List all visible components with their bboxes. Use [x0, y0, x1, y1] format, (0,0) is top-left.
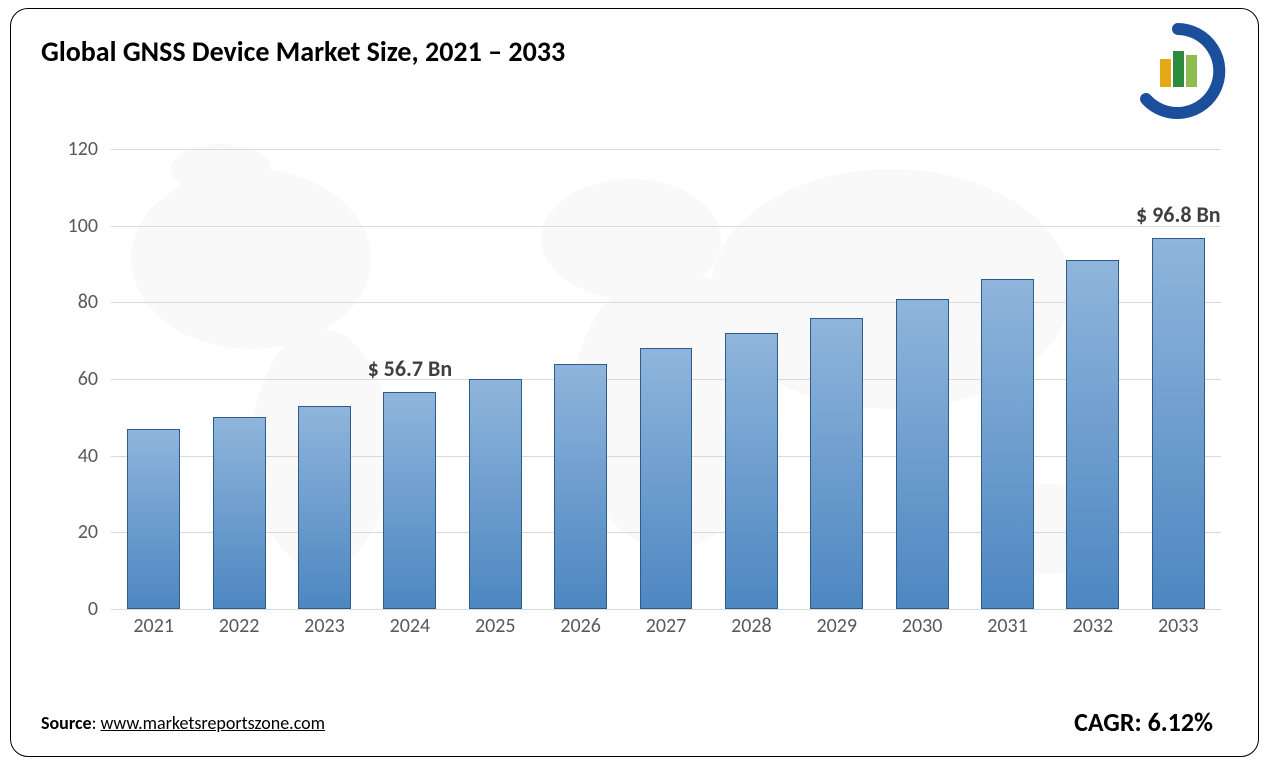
gridline — [111, 149, 1221, 150]
x-tick-label: 2026 — [560, 614, 601, 638]
bar — [383, 392, 436, 609]
chart-card: Global GNSS Device Market Size, 2021 – 2… — [10, 8, 1259, 757]
logo-icon — [1128, 21, 1228, 121]
x-axis: 2021 2022 2023 2024 2025 2026 2027 2028 2029 2030… — [111, 614, 1221, 644]
x-tick-label: 2028 — [731, 614, 772, 638]
source-citation: Source: www.marketsreportszone.com — [41, 712, 325, 734]
bar — [981, 279, 1034, 609]
bar — [127, 429, 180, 609]
x-tick-label: 2033 — [1158, 614, 1199, 638]
cagr-value: 6.12% — [1148, 706, 1213, 738]
source-url: www.marketsreportszone.com — [100, 712, 325, 734]
title-highlight: GNSS Device — [123, 34, 270, 69]
chart-area: 020406080100120 $ 56.7 Bn$ 96.8 Bn 20212… — [51, 139, 1231, 659]
bar-annotation: $ 96.8 Bn — [1136, 201, 1221, 228]
x-tick-label: 2030 — [902, 614, 943, 638]
bar — [896, 299, 949, 610]
bar — [213, 417, 266, 609]
gridline — [111, 302, 1221, 303]
y-axis: 020406080100120 — [51, 149, 106, 609]
bar-annotation: $ 56.7 Bn — [368, 355, 453, 382]
title-suffix: Market Size, 2021 – 2033 — [269, 34, 565, 69]
brand-logo — [1128, 21, 1228, 121]
y-tick-label: 40 — [78, 444, 98, 468]
x-tick-label: 2024 — [390, 614, 431, 638]
y-tick-label: 60 — [78, 367, 98, 391]
y-tick-label: 120 — [68, 137, 98, 161]
bar — [810, 318, 863, 609]
bar — [725, 333, 778, 609]
cagr-label: CAGR: — [1074, 706, 1147, 738]
y-tick-label: 20 — [78, 520, 98, 544]
bar — [1066, 260, 1119, 609]
bar — [469, 379, 522, 609]
gridline — [111, 226, 1221, 227]
title-prefix: Global — [41, 34, 123, 69]
bar — [298, 406, 351, 609]
chart-title: Global GNSS Device Market Size, 2021 – 2… — [41, 34, 565, 69]
x-tick-label: 2027 — [646, 614, 687, 638]
y-tick-label: 80 — [78, 290, 98, 314]
x-tick-label: 2029 — [816, 614, 857, 638]
gridline — [111, 609, 1221, 610]
bar — [554, 364, 607, 609]
source-label: Source — [41, 712, 92, 734]
bar — [1152, 238, 1205, 609]
x-tick-label: 2022 — [219, 614, 260, 638]
x-tick-label: 2025 — [475, 614, 516, 638]
y-tick-label: 0 — [88, 597, 98, 621]
y-tick-label: 100 — [68, 214, 98, 238]
x-tick-label: 2032 — [1073, 614, 1114, 638]
plot-region: $ 56.7 Bn $ 96.8 Bn — [111, 149, 1221, 609]
bar — [640, 348, 693, 609]
cagr-badge: CAGR: 6.12% — [1074, 706, 1213, 738]
x-tick-label: 2021 — [133, 614, 174, 638]
x-tick-label: 2023 — [304, 614, 345, 638]
x-tick-label: 2031 — [987, 614, 1028, 638]
